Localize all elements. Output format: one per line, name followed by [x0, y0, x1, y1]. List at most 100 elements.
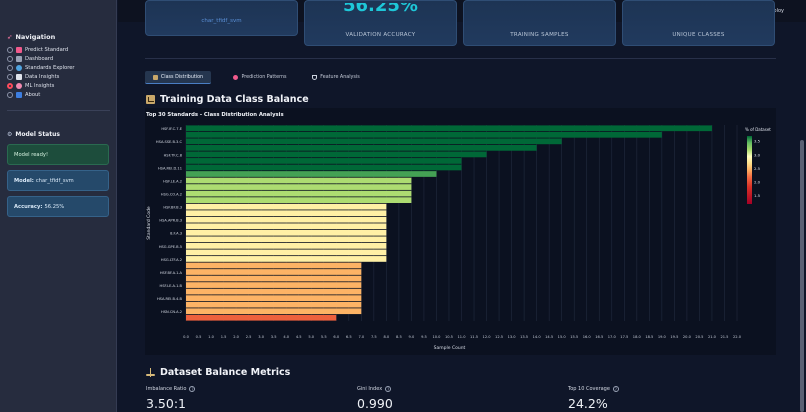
x-tick-label: 5.5	[321, 335, 327, 339]
x-tick-label: 11.5	[470, 335, 478, 339]
y-tick-label: HSA.APR.B.3	[159, 219, 182, 223]
colorbar-tick-label: 3.5	[754, 139, 761, 144]
balance-title-text: Dataset Balance Metrics	[160, 367, 291, 378]
x-tick-label: 13.5	[520, 335, 528, 339]
bar	[186, 275, 362, 282]
bar	[186, 295, 362, 301]
section-title: Training Data Class Balance	[146, 94, 309, 105]
tab-prediction-patterns[interactable]: Prediction Patterns	[226, 71, 294, 84]
bar	[186, 190, 412, 197]
nav-item-ml-insights[interactable]: ML Insights	[7, 82, 54, 90]
status-accuracy-box: Accuracy: 56.25%	[7, 196, 109, 217]
status-accuracy-value: 56.25%	[44, 203, 65, 210]
metric-label: TRAINING SAMPLES	[510, 32, 569, 38]
metric-value	[623, 3, 774, 15]
radio-dashboard[interactable]	[7, 56, 13, 62]
section-title-text: Training Data Class Balance	[160, 94, 309, 105]
bar	[186, 229, 387, 236]
tab-label: Feature Analysis	[320, 75, 360, 80]
x-tick-label: 19.5	[670, 335, 678, 339]
help-icon[interactable]: ?	[385, 386, 392, 392]
imbalance-ratio-label: Imbalance Ratio?	[146, 386, 196, 392]
tab-class-distribution[interactable]: Class Distribution	[145, 71, 211, 84]
colorbar-tick-label: 1.5	[754, 193, 761, 198]
metric-label: UNIQUE CLASSES	[672, 32, 725, 38]
x-tick-label: 17.0	[608, 335, 617, 339]
tab-label: Prediction Patterns	[241, 75, 287, 80]
nav-item-standards-explorer[interactable]: Standards Explorer	[7, 64, 75, 72]
help-icon[interactable]: ?	[612, 386, 619, 392]
top10-coverage-value: 24.2%	[568, 396, 608, 411]
status-accuracy-label: Accuracy:	[14, 203, 43, 210]
x-tick-label: 9.5	[421, 335, 427, 339]
class-distribution-chart: Top 30 Standards - Class Distribution An…	[146, 112, 771, 351]
bar	[186, 223, 387, 230]
metric-card-training-samples: TRAINING SAMPLES	[463, 0, 616, 46]
x-tick-label: 11.0	[457, 335, 466, 339]
chart-panel[interactable]: Top 30 Standards - Class Distribution An…	[145, 108, 776, 355]
radio-data-insights[interactable]	[7, 74, 13, 80]
x-tick-label: 8.0	[384, 335, 390, 339]
chart-up-icon	[16, 74, 22, 80]
bar	[186, 236, 387, 243]
x-tick-label: 9.0	[409, 335, 415, 339]
radio-ml-insights[interactable]	[7, 83, 13, 89]
x-tick-label: 4.5	[296, 335, 302, 339]
nav-item-predict-standard[interactable]: Predict Standard	[7, 46, 68, 54]
x-tick-label: 6.5	[346, 335, 352, 339]
nav-label: Standards Explorer	[25, 65, 75, 71]
nav-item-data-insights[interactable]: Data Insights	[7, 73, 59, 81]
model-status-title-text: Model Status	[15, 131, 60, 138]
status-ready-box: Model ready!	[7, 144, 109, 165]
y-tick-label: HSG.CO.A.2	[161, 193, 182, 197]
x-tick-label: 10.5	[445, 335, 453, 339]
imbalance-ratio-value: 3.50:1	[146, 396, 186, 411]
y-tick-label: HSG.LTF.A.2	[161, 258, 182, 262]
y-tick-label: HSA.SSE.B.3.C	[156, 140, 183, 144]
x-tick-label: 10.0	[432, 335, 441, 339]
gear-icon: ⚙	[7, 131, 13, 138]
bar-chart-icon	[146, 95, 155, 104]
balance-title: Dataset Balance Metrics	[146, 367, 290, 378]
main-scrollbar[interactable]	[800, 140, 804, 412]
bar	[186, 262, 362, 269]
bar	[186, 151, 487, 158]
colorbar-tick-label: 2.5	[754, 166, 761, 171]
x-tick-label: 12.0	[483, 335, 492, 339]
nav-item-about[interactable]: About	[7, 91, 40, 99]
y-tick-label: HSF.LE.A.2	[163, 179, 182, 183]
x-tick-label: 8.5	[396, 335, 402, 339]
bar	[186, 282, 362, 288]
x-tick-label: 15.0	[558, 335, 567, 339]
y-tick-label: 8.F.A.3	[170, 232, 182, 236]
deploy-button[interactable]: Deploy	[766, 8, 784, 14]
target-icon	[233, 75, 239, 80]
y-tick-label: HSA.REI.D.11	[158, 166, 182, 170]
tab-label: Class Distribution	[160, 74, 204, 80]
y-tick-label: HSG.GPE.B.5	[159, 245, 182, 249]
metric-card-unique-classes: UNIQUE CLASSES	[622, 0, 775, 46]
bar	[186, 158, 462, 164]
help-icon[interactable]: ?	[189, 386, 196, 392]
bar	[186, 216, 387, 223]
x-tick-label: 2.0	[233, 335, 239, 339]
x-tick-label: 17.5	[620, 335, 628, 339]
nav-label: Data Insights	[25, 74, 60, 80]
x-tick-label: 7.0	[358, 335, 364, 339]
bar	[186, 184, 412, 190]
metric-value: 56.25%	[343, 3, 418, 15]
bar	[186, 269, 362, 275]
bar	[186, 243, 387, 249]
nav-item-dashboard[interactable]: Dashboard	[7, 55, 53, 63]
radio-about[interactable]	[7, 92, 13, 98]
radio-standards-explorer[interactable]	[7, 65, 13, 71]
brain-icon	[16, 83, 22, 89]
x-tick-label: 18.5	[645, 335, 653, 339]
y-tick-label: HSF.IF.C.7.E	[161, 127, 182, 131]
bar	[186, 314, 337, 321]
tab-feature-analysis[interactable]: Feature Analysis	[308, 71, 364, 84]
radio-predict-standard[interactable]	[7, 47, 13, 53]
x-tick-label: 22.0	[733, 335, 742, 339]
x-tick-label: 3.0	[258, 335, 264, 339]
x-tick-label: 1.0	[208, 335, 214, 339]
